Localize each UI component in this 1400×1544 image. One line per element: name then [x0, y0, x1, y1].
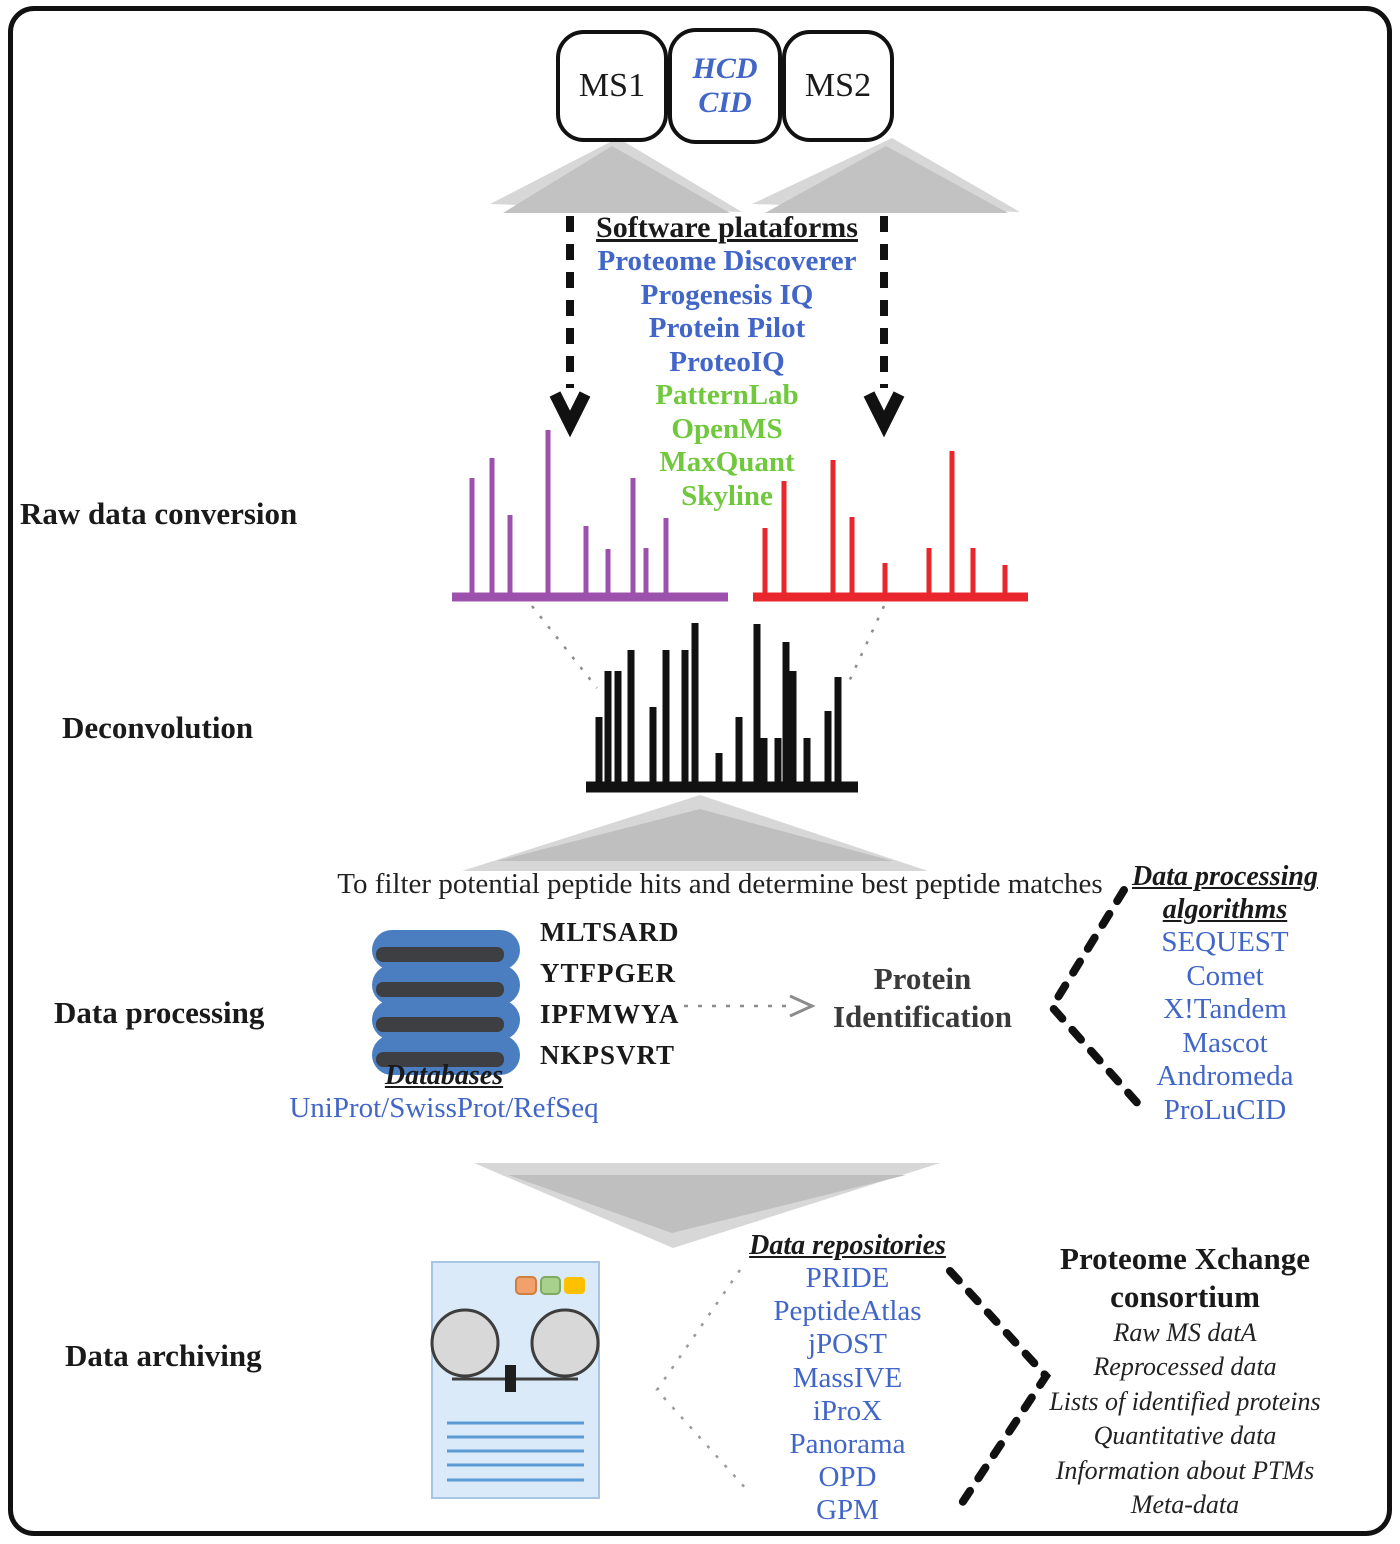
- algorithm-item: Mascot: [1182, 1026, 1268, 1059]
- peptide-sequence: IPFMWYA: [540, 999, 680, 1029]
- software-platform-item: Proteome Discoverer: [597, 245, 857, 277]
- software-platforms-title: Software plataforms: [596, 211, 858, 244]
- funnel-icon-deconvolution: [462, 795, 928, 871]
- protein-identification-line1: Protein: [873, 961, 972, 996]
- software-platform-item: Protein Pilot: [648, 312, 806, 344]
- consortium-item: Lists of identified proteins: [1049, 1386, 1321, 1416]
- databases-title: Databases: [384, 1060, 504, 1091]
- algorithms-title-line1: Data processing: [1132, 861, 1318, 892]
- fragmentation-cid-label: CID: [698, 86, 752, 119]
- funnel-icon-ms1: [490, 138, 742, 213]
- software-platform-item: PatternLab: [655, 379, 799, 411]
- consortium-chevron: [946, 1267, 1052, 1507]
- repository-item: iProX: [812, 1394, 883, 1427]
- software-platform-item: ProteoIQ: [669, 345, 785, 378]
- repositories-list: PRIDE PeptideAtlas jPOST MassIVE iProX Panora…: [705, 1262, 990, 1528]
- repository-item: MassIVE: [792, 1361, 903, 1394]
- algorithm-item: Andromeda: [1156, 1060, 1294, 1092]
- dashed-arrow-right: [863, 216, 905, 438]
- algorithm-item: ProLuCID: [1163, 1093, 1287, 1126]
- protein-identification-line2: Identification: [832, 999, 1013, 1034]
- mass-spectra: [452, 430, 1028, 793]
- fragmentation-box: HCD CID: [668, 28, 782, 144]
- consortium-item: Information about PTMs: [1055, 1455, 1315, 1485]
- database-icon: [372, 930, 520, 1075]
- repositories-chevron-left: [655, 1269, 749, 1492]
- repositories-title: Data repositories: [749, 1230, 946, 1261]
- funnel-icon-archiving-down: [474, 1163, 940, 1248]
- spectra-merge-connectors: [531, 605, 886, 689]
- software-platform-item: OpenMS: [671, 412, 783, 445]
- repository-item: jPOST: [808, 1328, 887, 1361]
- repository-item: PRIDE: [805, 1262, 890, 1294]
- algorithm-item: X!Tandem: [1163, 993, 1287, 1025]
- algorithms-list: SEQUEST Comet X!Tandem Mascot Andromeda ProLu…: [1085, 926, 1365, 1127]
- dashed-arrow-left: [549, 216, 591, 438]
- algorithms-panel: Data processing algorithms SEQUEST Comet X…: [1085, 860, 1365, 1127]
- algorithm-item: Comet: [1186, 959, 1264, 992]
- peptide-sequence: NKPSVRT: [540, 1040, 676, 1070]
- protein-identification-label: Protein Identification: [795, 960, 1050, 1036]
- consortium-item: Raw MS datA: [1113, 1318, 1257, 1347]
- consortium-title-line2: consortium: [1110, 1279, 1260, 1314]
- repository-item: Panorama: [789, 1428, 906, 1461]
- peptide-match-arrow: [684, 994, 816, 1018]
- repository-item: GPM: [816, 1494, 879, 1527]
- fragmentation-hcd-label: HCD: [692, 52, 758, 85]
- consortium-item: Meta-data: [1130, 1490, 1240, 1520]
- software-platform-item: MaxQuant: [659, 446, 795, 478]
- repository-item: PeptideAtlas: [773, 1295, 922, 1328]
- consortium-item: Reprocessed data: [1093, 1352, 1277, 1382]
- algorithm-item: SEQUEST: [1161, 926, 1289, 958]
- stage-label-data-archiving: Data archiving: [65, 1338, 262, 1373]
- ms1-box: MS1: [556, 30, 668, 142]
- consortium-panel: Proteome Xchange consortium Raw MS datA R…: [1002, 1240, 1368, 1522]
- tape-archive-icon: [430, 1261, 600, 1499]
- consortium-item: Quantitative data: [1093, 1421, 1277, 1451]
- software-platform-item: Skyline: [681, 479, 773, 512]
- peptide-sequence: YTFPGER: [540, 958, 677, 988]
- peptide-sequence: MLTSARD: [540, 917, 680, 947]
- ms1-label: MS1: [578, 67, 646, 104]
- consortium-list: Raw MS datA Reprocessed data Lists of iden…: [1002, 1316, 1368, 1522]
- software-platform-item: Progenesis IQ: [640, 278, 814, 311]
- databases-names: UniProt/SwissProt/RefSeq: [289, 1092, 599, 1124]
- consortium-title-line1: Proteome Xchange: [1060, 1241, 1310, 1276]
- software-platforms-list: Proteome Discoverer Progenesis IQ Protein …: [527, 245, 927, 513]
- software-platforms-panel: Software plataforms Proteome Discoverer P…: [527, 211, 927, 513]
- repositories-panel: Data repositories PRIDE PeptideAtlas jPOST…: [705, 1230, 990, 1528]
- algorithms-chevron: [1047, 886, 1144, 1110]
- stage-label-raw-data-conversion: Raw data conversion: [20, 496, 298, 531]
- repository-item: OPD: [818, 1461, 877, 1494]
- filter-note: To filter potential peptide hits and det…: [337, 868, 1103, 900]
- algorithms-title-line2: algorithms: [1162, 894, 1288, 925]
- peptide-list: MLTSARD YTFPGER IPFMWYA NKPSVRT: [540, 912, 680, 1076]
- stage-label-deconvolution: Deconvolution: [62, 710, 254, 745]
- funnel-icon-ms2: [752, 138, 1020, 213]
- ms2-box: MS2: [782, 30, 894, 142]
- ms2-label: MS2: [804, 67, 872, 104]
- stage-label-data-processing: Data processing: [54, 995, 265, 1030]
